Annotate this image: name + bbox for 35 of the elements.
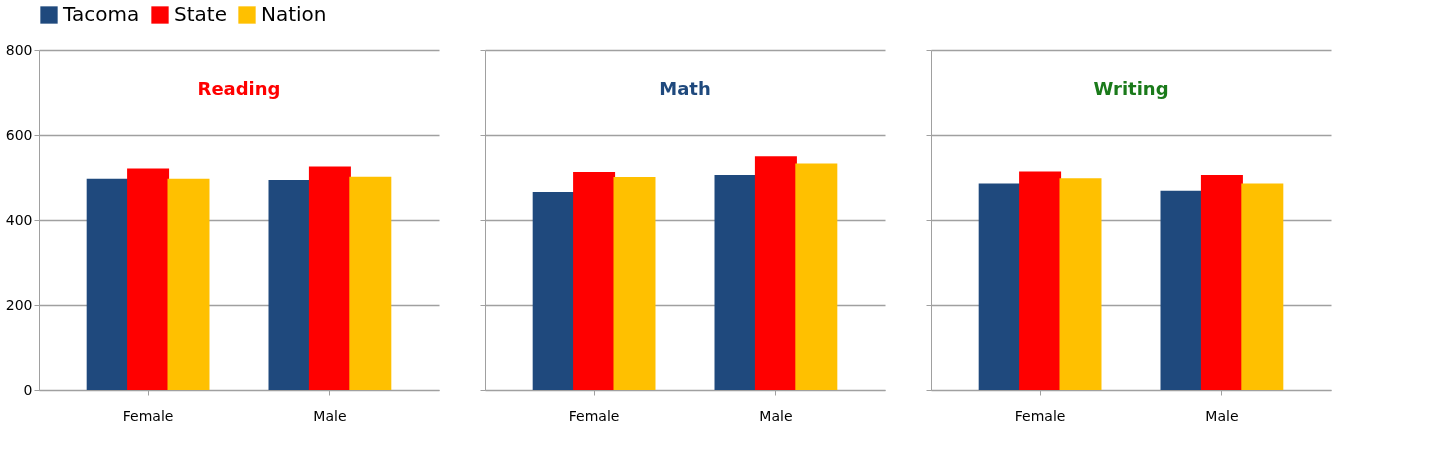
y-tick-label: 0 bbox=[23, 381, 33, 398]
bar bbox=[167, 178, 210, 390]
x-tick-label: Male bbox=[313, 407, 347, 424]
text: Math bbox=[659, 78, 711, 99]
bar bbox=[349, 176, 392, 390]
legend-label: State bbox=[174, 2, 227, 26]
bar bbox=[573, 171, 616, 390]
x-tick-label: Female bbox=[1014, 407, 1066, 424]
bar bbox=[268, 180, 311, 390]
text: Writing bbox=[1093, 78, 1169, 99]
y-tick-label: 800 bbox=[5, 41, 33, 58]
legend-label: Nation bbox=[261, 2, 327, 26]
x-tick-label: Male bbox=[1205, 407, 1239, 424]
bar bbox=[1019, 171, 1062, 390]
legend-label: Tacoma bbox=[62, 2, 140, 26]
bar bbox=[1241, 183, 1284, 390]
bar bbox=[127, 168, 170, 390]
y-tick-label: 400 bbox=[5, 211, 33, 228]
bar bbox=[86, 178, 129, 390]
bar bbox=[714, 174, 757, 390]
x-tick-label: Female bbox=[122, 407, 174, 424]
text: Reading bbox=[197, 78, 281, 99]
bar bbox=[754, 156, 797, 390]
bar bbox=[1160, 190, 1203, 390]
x-tick-label: Male bbox=[759, 407, 793, 424]
y-tick-label: 200 bbox=[5, 296, 33, 313]
bar bbox=[795, 163, 838, 390]
bar bbox=[308, 166, 351, 390]
bar bbox=[1200, 174, 1243, 390]
bar bbox=[978, 183, 1021, 390]
y-tick-label: 600 bbox=[5, 126, 33, 143]
bar bbox=[532, 191, 575, 390]
bar bbox=[613, 177, 656, 390]
bar bbox=[1059, 178, 1102, 390]
x-tick-label: Female bbox=[568, 407, 620, 424]
